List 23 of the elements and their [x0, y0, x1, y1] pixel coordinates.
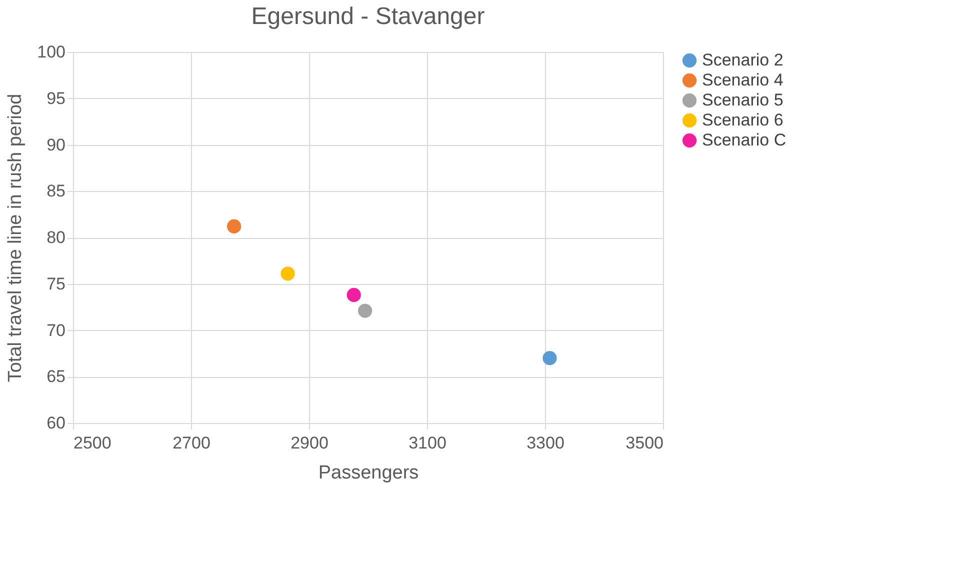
- y-tick-label: 75: [46, 274, 66, 294]
- x-tick-label: 2700: [172, 434, 210, 452]
- y-tick-label: 65: [46, 367, 66, 386]
- y-tick-label: 80: [46, 228, 66, 247]
- x-axis-title: Passengers: [318, 462, 419, 484]
- y-axis-title: Total travel time line in rush period: [5, 94, 26, 382]
- legend-label: Scenario 2: [702, 50, 784, 70]
- legend-label: Scenario 6: [702, 110, 784, 130]
- x-tick-label: 3100: [408, 434, 446, 452]
- y-tick-label: 95: [46, 88, 66, 108]
- legend-label: Scenario 5: [702, 90, 784, 110]
- y-tick-label: 60: [46, 414, 66, 432]
- legend-label: Scenario C: [702, 130, 786, 150]
- legend-label: Scenario 4: [702, 70, 784, 90]
- y-tick-label: 70: [46, 320, 66, 340]
- x-tick-label: 3500: [626, 434, 664, 452]
- y-tick-label: 85: [46, 182, 66, 201]
- x-tick-label: 3300: [526, 434, 564, 452]
- y-tick-label: 100: [37, 42, 66, 62]
- y-tick-label: 90: [46, 135, 66, 154]
- x-tick-label: 2900: [290, 434, 328, 452]
- chart-title: Egersund - Stavanger: [251, 3, 485, 30]
- x-tick-label: 2500: [74, 434, 112, 452]
